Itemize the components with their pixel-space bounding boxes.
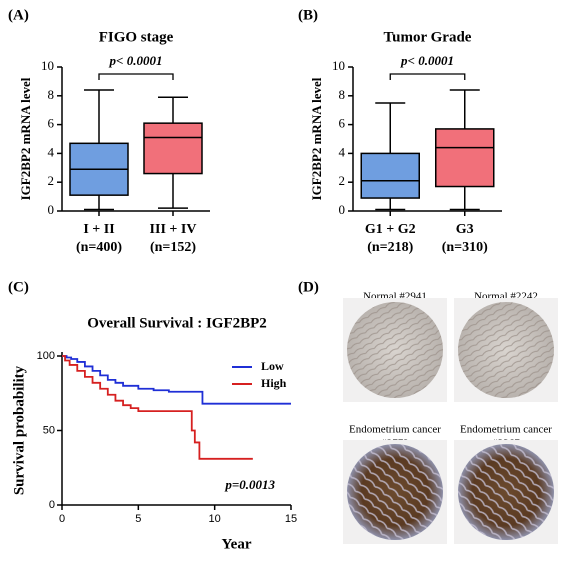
sample-size: (n=400) [76, 240, 122, 255]
tissue-texture [458, 302, 554, 398]
y-tick-label: 2 [339, 173, 346, 188]
legend-label: High [261, 376, 287, 390]
box [143, 122, 203, 175]
y-tick-label: 10 [41, 58, 54, 73]
y-tick-label: 50 [43, 424, 55, 436]
y-tick-label: 0 [339, 202, 346, 217]
x-tick-label: 10 [209, 513, 221, 525]
y-tick-label: 0 [49, 499, 55, 511]
y-tick-label: 100 [37, 350, 55, 362]
panel-label: (A) [8, 7, 29, 23]
x-tick-label: III + IV [150, 222, 197, 237]
x-tick-label: I + II [83, 222, 114, 237]
annotation: p< 0.0001 [400, 53, 454, 68]
survival-curve [62, 355, 291, 405]
legend-label: Low [261, 359, 284, 373]
y-tick-label: 10 [332, 58, 345, 73]
significance-bracket [389, 73, 466, 80]
y-tick-label: 4 [48, 144, 55, 159]
panel-label: (B) [298, 7, 318, 23]
x-axis-label: Year [222, 536, 252, 552]
y-tick-label: 8 [48, 87, 55, 102]
chart-title: Overall Survival : IGF2BP2 [87, 315, 267, 331]
x-tick-label: 15 [285, 513, 297, 525]
y-tick-label: 6 [48, 116, 55, 131]
y-axis-label: Survival probability [11, 365, 27, 495]
sample-size: (n=152) [150, 240, 196, 255]
box [435, 128, 495, 188]
tissue-texture [347, 444, 443, 540]
tissue-texture [347, 302, 443, 398]
box [360, 152, 420, 199]
y-tick-label: 0 [48, 202, 55, 217]
panel-label: (D) [298, 279, 319, 295]
tissue-texture [458, 444, 554, 540]
image-caption: Endometrium cancer [460, 424, 552, 436]
y-tick-label: 4 [339, 144, 346, 159]
y-axis-label: IGF2BP2 mRNA level [18, 77, 33, 200]
y-tick-label: 2 [48, 173, 55, 188]
survival-curve [62, 355, 253, 460]
x-tick-label: G3 [456, 222, 474, 237]
sample-size: (n=218) [367, 240, 413, 255]
x-tick-label: 5 [135, 513, 141, 525]
y-axis-label: IGF2BP2 mRNA level [309, 77, 324, 200]
significance-bracket [98, 73, 174, 80]
chart-title: Tumor Grade [384, 29, 472, 45]
annotation: p< 0.0001 [109, 53, 163, 68]
annotation: p=0.0013 [224, 477, 275, 492]
y-tick-label: 8 [339, 87, 346, 102]
chart-title: FIGO stage [99, 29, 174, 45]
panel-label: (C) [8, 279, 29, 295]
sample-size: (n=310) [442, 240, 488, 255]
y-tick-label: 6 [339, 116, 346, 131]
x-tick-label: 0 [59, 513, 65, 525]
x-tick-label: G1 + G2 [365, 222, 416, 237]
image-caption: Endometrium cancer [349, 424, 441, 436]
